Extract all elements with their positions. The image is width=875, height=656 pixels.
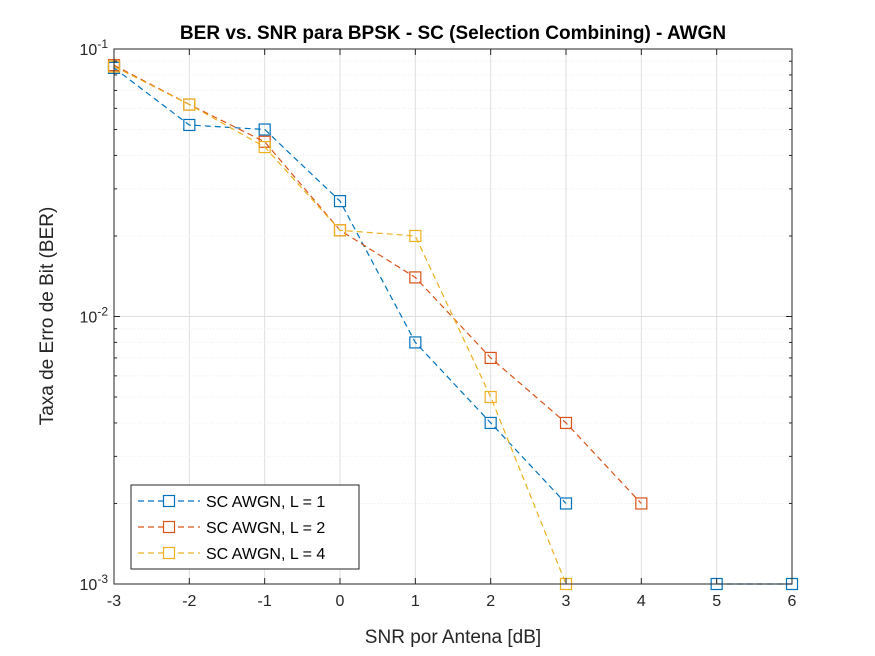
data-point-marker (409, 336, 422, 349)
data-point-marker (409, 229, 422, 243)
chart-title: BER vs. SNR para BPSK - SC (Selection Co… (180, 23, 726, 44)
data-point-marker (484, 416, 497, 430)
data-point-marker (258, 123, 271, 136)
data-point-marker (409, 271, 422, 284)
y-tick-label: 10-3 (80, 572, 109, 594)
data-point-marker (258, 140, 271, 154)
x-tick-label: -3 (107, 593, 121, 610)
legend[interactable]: SC AWGN, L = 1 SC AWGN, L = 2 SC AWGN, L =… (130, 484, 360, 570)
data-point-marker (333, 195, 347, 208)
x-axis-label: SNR por Antena [dB] (365, 627, 541, 648)
legend-label: SC AWGN, L = 2 (206, 520, 325, 537)
data-point-marker (559, 497, 573, 510)
x-tick-label: 0 (336, 593, 345, 610)
x-tick-label: 2 (486, 593, 495, 610)
series-line (113, 65, 567, 585)
ticks: -3 -2 -1 0 1 2 3 4 5 6 10-3 10-2 10-1 (80, 37, 797, 610)
x-tick-label: -2 (182, 593, 196, 610)
data-point-marker (559, 416, 573, 430)
data-point-marker (183, 98, 196, 111)
legend-entry: SC AWGN, L = 4 (138, 546, 325, 563)
x-tick-label: 5 (712, 593, 721, 610)
x-tick-label: 1 (411, 593, 420, 610)
series-line (113, 67, 567, 504)
x-tick-label: 3 (562, 593, 571, 610)
x-tick-label: -1 (258, 593, 272, 610)
legend-label: SC AWGN, L = 4 (206, 546, 325, 563)
x-tick-label: 6 (788, 593, 797, 610)
data-point-marker (484, 390, 497, 404)
legend-marker (162, 494, 176, 508)
y-axis-label: Taxa de Erro de Bit (BER) (37, 207, 58, 426)
legend-marker (162, 546, 176, 560)
data-point-marker (635, 497, 648, 510)
legend-marker (162, 520, 176, 534)
legend-entry: SC AWGN, L = 2 (138, 520, 325, 537)
y-tick-label: 10-1 (80, 37, 109, 59)
data-point-marker (183, 118, 196, 132)
x-tick-label: 4 (637, 593, 646, 610)
data-point-marker (484, 351, 497, 365)
legend-label: SC AWGN, L = 1 (206, 494, 325, 511)
data-point-marker (333, 224, 347, 237)
y-tick-label: 10-2 (80, 305, 109, 327)
legend-entry: SC AWGN, L = 1 (138, 494, 325, 511)
